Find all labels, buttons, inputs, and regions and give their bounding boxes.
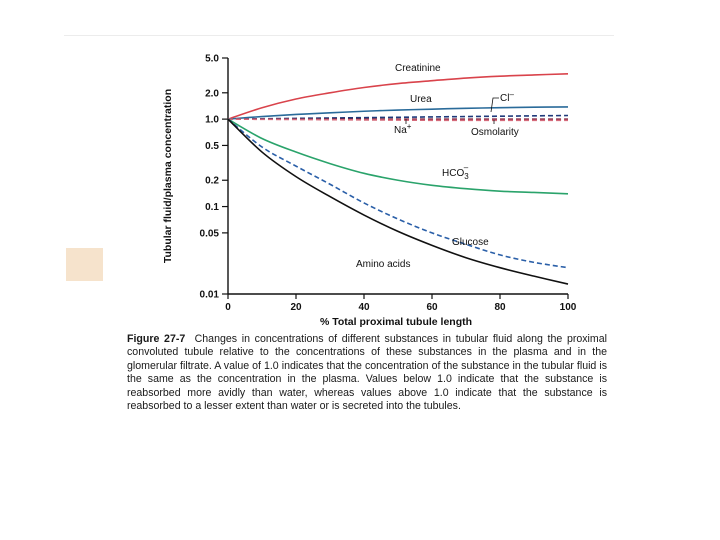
y-tick-label: 1.0 [205,115,219,126]
x-tick-label: 40 [358,302,370,313]
hco3-sup: – [464,163,469,172]
x-tick-label: 60 [426,302,438,313]
top-divider [64,35,614,36]
series-line-osmolarity [227,118,568,122]
label-pointers [405,97,499,124]
y-tick-label: 0.1 [205,202,219,213]
urea-label: Urea [410,94,432,105]
hco3-label: HCO3– [442,163,469,181]
x-axis-label: % Total proximal tubule length [320,316,472,328]
x-tick-label: 80 [494,302,506,313]
figure-caption: Figure 27-7 Changes in concentrations of… [127,333,607,413]
hco3-sub: 3 [464,172,469,181]
series-line-urea [227,106,569,120]
side-color-swatch [66,248,103,281]
osmolarity-label: Osmolarity [471,127,519,138]
y-axis-label: Tubular fluid/plasma concentration [162,89,174,263]
x-tick-label: 0 [225,302,231,313]
figure-label: Figure 27-7 [127,333,186,345]
chloride-pointer [490,97,499,113]
y-ticks: 0.01 0.05 0.1 0.2 0.5 1.0 2.0 5.0 [200,54,228,301]
series-line-glucose [227,118,569,269]
chart-axes [227,58,568,295]
y-tick-label: 5.0 [205,54,219,65]
tubular-fluid-chart: 0.010.050.10.20.51.02.05.0 0 20 40 60 80 100 … [162,54,577,329]
series-line-creatinine [227,72,569,120]
y-tick-label: 2.0 [205,88,219,99]
x-tick-label: 20 [290,302,302,313]
creatinine-label: Creatinine [395,63,441,74]
y-tick-label: 0.05 [200,228,220,239]
x-tick-label: 100 [560,302,577,313]
glucose-label: Glucose [452,237,489,248]
sodium-sup: + [407,122,412,131]
y-tick-label: 0.01 [200,290,220,301]
sodium-label: Na+ [394,122,412,136]
series-line-hco3 [227,118,569,195]
y-tick-label: 0.5 [205,141,219,152]
series-line-amino [227,118,569,285]
chloride-label: Cl– [500,90,514,104]
amino-acids-label: Amino acids [356,259,410,270]
figure-caption-text: Changes in concentrations of different s… [127,333,607,413]
y-tick-label: 0.2 [205,176,219,187]
series-lines [227,72,569,285]
x-ticks: 0 20 40 60 80 100 [225,294,577,313]
chloride-sup: – [509,90,514,99]
